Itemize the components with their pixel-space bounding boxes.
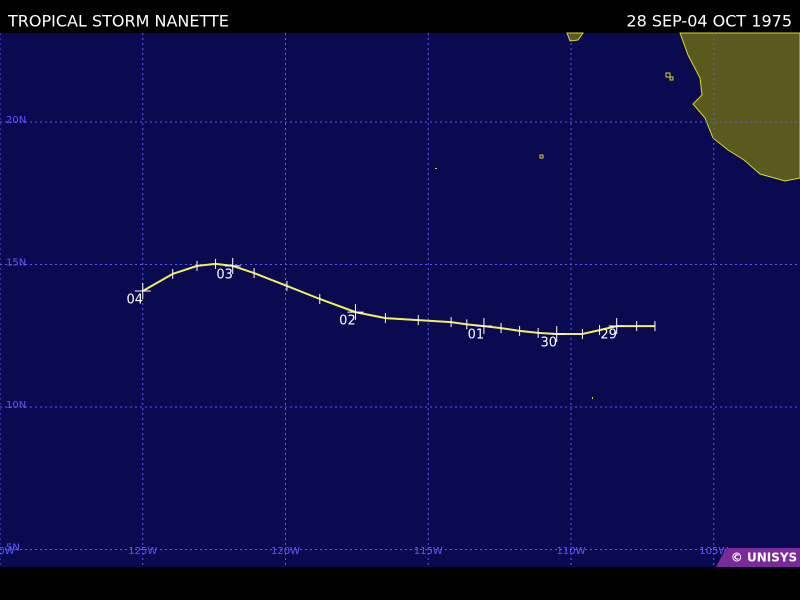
island <box>539 154 544 159</box>
track-point <box>347 304 364 321</box>
island <box>435 168 437 169</box>
land-mexico <box>679 32 800 182</box>
day-label: 29 <box>600 328 617 343</box>
day-label: 03 <box>216 267 233 282</box>
day-label: 02 <box>339 314 356 329</box>
lat-label: 10N <box>6 400 26 411</box>
day-label: 01 <box>468 328 485 343</box>
date-range: 28 SEP-04 OCT 1975 <box>626 12 792 31</box>
ocean <box>0 33 800 567</box>
track-point <box>475 318 492 335</box>
title: TROPICAL STORM NANETTE <box>7 12 229 31</box>
lat-label: 15N <box>6 258 26 269</box>
lat-label: 20N <box>6 115 26 126</box>
lon-label: 125W <box>128 546 157 557</box>
lon-label: 105W <box>699 546 728 557</box>
island <box>669 76 674 81</box>
lon-label: 110W <box>557 546 586 557</box>
storm-track: 29 30 01 02 03 04 <box>126 257 656 351</box>
island <box>592 397 593 399</box>
lon-label: 115W <box>414 546 443 557</box>
lat-label: 5N <box>6 543 20 554</box>
credit-badge <box>716 548 800 567</box>
track-point <box>224 257 241 274</box>
lon-label: 120W <box>271 546 300 557</box>
credit: © UNISYS <box>731 551 797 565</box>
day-label: 30 <box>540 336 557 351</box>
day-label: 04 <box>126 293 143 308</box>
track-point <box>548 326 565 343</box>
lon-label: 130W <box>0 546 15 557</box>
track-point <box>608 318 625 335</box>
graticule: 20N 15N 10N 5N130W 125W 120W 115W 110W 105W <box>0 33 800 567</box>
track-point <box>134 283 151 300</box>
island <box>665 72 671 78</box>
